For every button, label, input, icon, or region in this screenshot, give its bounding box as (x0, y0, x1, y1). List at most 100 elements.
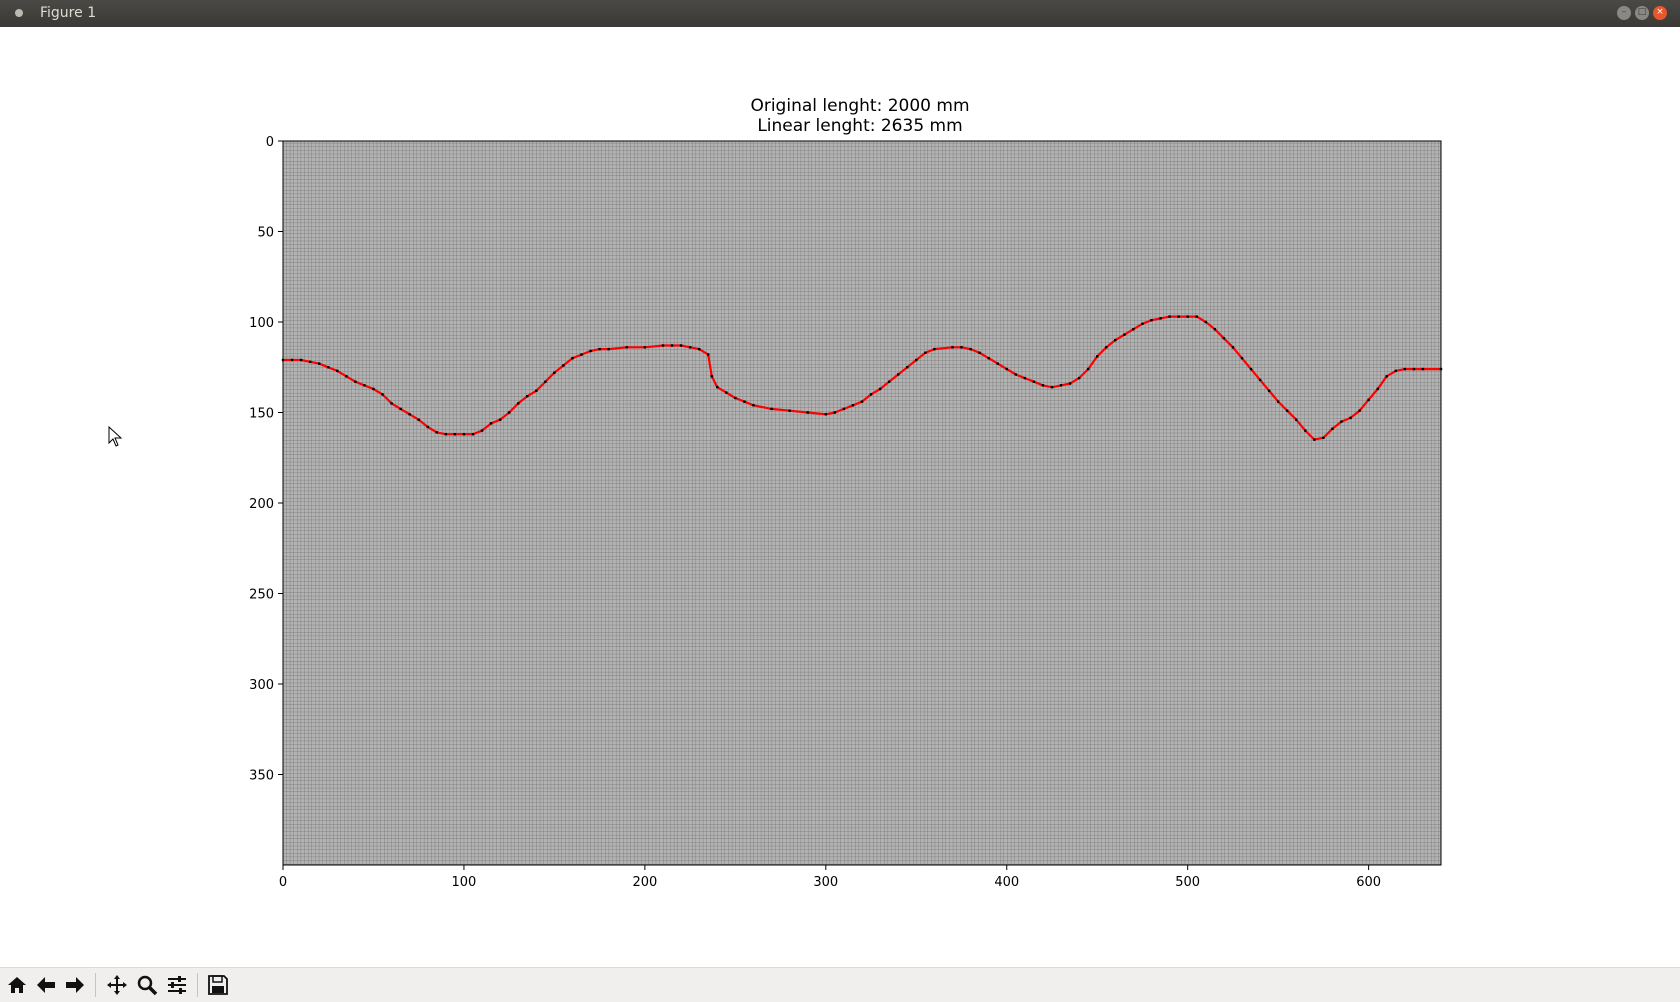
data-point (716, 385, 719, 389)
data-point (1295, 418, 1298, 421)
data-point (1276, 400, 1280, 403)
data-point (507, 411, 511, 414)
data-point (372, 387, 375, 391)
data-point (453, 433, 457, 436)
data-point (390, 402, 393, 405)
maximize-button[interactable]: □ (1635, 6, 1649, 20)
data-point (354, 380, 357, 383)
window-title-bar: Figure 1 – □ × (0, 0, 1680, 27)
forward-button[interactable] (62, 972, 88, 998)
data-point (1322, 436, 1325, 440)
data-point (643, 346, 647, 349)
data-point (670, 344, 674, 347)
home-button[interactable] (4, 972, 30, 998)
data-point (1050, 385, 1054, 389)
data-point (697, 347, 701, 351)
x-tick-label: 400 (994, 875, 1019, 890)
configure-subplots-icon (168, 976, 186, 994)
back-button[interactable] (33, 972, 59, 998)
data-point (336, 369, 339, 373)
data-point (1340, 420, 1343, 423)
data-point (1304, 429, 1307, 432)
data-point (1114, 338, 1117, 342)
x-tick-label: 0 (279, 875, 287, 890)
y-axis: 0 50 100 150 200 250 300 350 (249, 135, 283, 784)
minimize-button[interactable]: – (1617, 6, 1631, 20)
data-point (933, 347, 936, 351)
data-point (299, 358, 303, 362)
data-point (535, 389, 538, 392)
data-point (1331, 427, 1334, 430)
data-point (1240, 357, 1244, 360)
data-point (1041, 384, 1045, 387)
data-point (1267, 389, 1271, 392)
data-point (290, 358, 294, 362)
chart-title-line-2: Linear lenght: 2635 mm (757, 116, 962, 136)
data-point (462, 433, 466, 436)
y-tick-label: 50 (257, 226, 274, 241)
pan-icon (107, 975, 127, 995)
data-point (1068, 382, 1072, 385)
data-point (1005, 367, 1008, 371)
data-point (1231, 346, 1235, 349)
data-point (471, 433, 475, 436)
data-point (1439, 367, 1443, 371)
data-point (480, 429, 484, 432)
data-point (770, 407, 773, 411)
mouse-cursor-icon (108, 426, 123, 447)
data-point (1376, 387, 1379, 391)
data-point (589, 349, 592, 353)
x-tick-label: 300 (813, 875, 838, 890)
data-point (327, 366, 330, 369)
data-point (661, 344, 665, 347)
data-point (688, 346, 692, 349)
data-point (607, 347, 610, 351)
data-point (1141, 322, 1144, 326)
data-point (996, 362, 999, 365)
data-point (752, 404, 755, 407)
y-tick-label: 0 (266, 135, 274, 150)
data-point (1222, 337, 1226, 340)
configure-subplots-button[interactable] (164, 972, 190, 998)
data-point (915, 358, 918, 362)
data-point (1213, 328, 1217, 331)
data-point (281, 358, 285, 362)
app-menu-icon[interactable] (15, 9, 23, 17)
data-point (1403, 367, 1407, 371)
data-point (734, 396, 737, 400)
data-point (625, 346, 628, 349)
data-point (1150, 318, 1153, 322)
data-point (1105, 346, 1108, 349)
window-title: Figure 1 (40, 5, 97, 21)
save-button[interactable] (205, 972, 231, 998)
data-point (417, 418, 420, 421)
data-point (1249, 367, 1253, 371)
data-point (408, 413, 411, 416)
back-arrow-icon (37, 977, 55, 993)
close-button[interactable]: × (1653, 6, 1667, 20)
data-point (317, 362, 321, 365)
data-point (896, 373, 900, 376)
data-point (444, 433, 448, 436)
data-point (580, 353, 583, 356)
plot-background (283, 141, 1441, 865)
toolbar-separator (197, 973, 198, 997)
data-point (806, 411, 809, 414)
data-point (435, 431, 438, 434)
data-point (526, 395, 529, 398)
figure-canvas[interactable]: Original lenght: 2000 mm Linear lenght: … (0, 27, 1680, 967)
data-point (1123, 333, 1126, 336)
data-point (1286, 409, 1289, 412)
data-point (860, 400, 864, 403)
data-point (1023, 376, 1027, 380)
data-point (1421, 367, 1425, 371)
pan-button[interactable] (104, 972, 130, 998)
y-tick-label: 200 (249, 497, 274, 512)
data-point (1096, 355, 1099, 358)
data-point (1059, 384, 1063, 387)
zoom-button[interactable] (134, 972, 160, 998)
save-icon (208, 975, 228, 995)
data-point (1195, 315, 1198, 318)
data-point (553, 371, 556, 374)
data-point (824, 413, 828, 416)
